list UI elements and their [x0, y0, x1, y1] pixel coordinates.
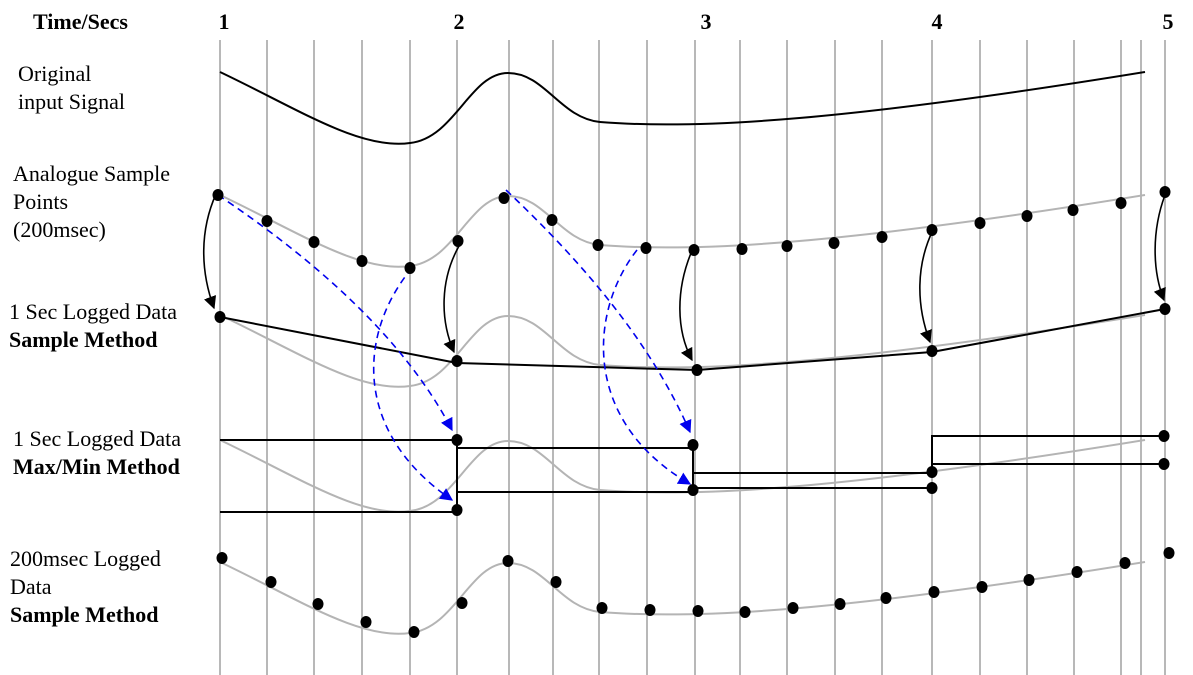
maxmin-mapping-arrow	[505, 189, 692, 434]
row-label-line: Points	[13, 189, 69, 214]
sample-1s-point	[451, 355, 463, 367]
row-label-line: (200msec)	[13, 217, 106, 242]
sample-200ms-point	[596, 602, 608, 614]
analogue-sample-point	[781, 240, 793, 252]
maxmin-point	[451, 434, 463, 446]
sample-200ms-point	[1071, 566, 1083, 578]
row-label-sample-200ms: 200msec Logged Data Sample Method	[10, 545, 161, 629]
analogue-sample-point	[546, 214, 558, 226]
analogue-sample-point	[828, 237, 840, 249]
analogue-sample-point	[404, 262, 416, 274]
analogue-sample-point	[736, 243, 748, 255]
maxmin-point	[687, 439, 699, 451]
analogue-sample-point	[640, 242, 652, 254]
tick-label-3: 3	[700, 9, 712, 34]
analogue-sample-point	[212, 189, 224, 201]
tick-label-4: 4	[931, 9, 943, 34]
analogue-sample-point	[1067, 204, 1079, 216]
original-input-signal	[219, 71, 1146, 145]
row-label-sample-1s: 1 Sec Logged Data Sample Method	[9, 298, 177, 354]
sample-1s-point	[1159, 303, 1171, 315]
analogue-sample-point	[592, 239, 604, 251]
tick-label-5: 5	[1162, 9, 1174, 34]
maxmin-mapping-arrow	[602, 249, 692, 485]
analogue-sample-point	[1115, 197, 1127, 209]
sample-200ms-point	[502, 555, 514, 567]
sample-200ms-point	[456, 597, 468, 609]
maxmin-mapping-arrow	[372, 267, 454, 501]
maxmin-point	[926, 482, 938, 494]
maxmin-point	[451, 504, 463, 516]
row-label-line: Data	[10, 574, 52, 599]
sample-200ms-point	[1163, 547, 1175, 559]
row-label-original: Original input Signal	[18, 60, 125, 116]
row-label-line: 1 Sec Logged Data	[13, 426, 181, 451]
maxmin-point	[1158, 458, 1170, 470]
analogue-sample-point	[452, 235, 464, 247]
analogue-sample-point	[1021, 210, 1033, 222]
analogue-sample-point	[1159, 186, 1171, 198]
analogue-sample-point	[926, 224, 938, 236]
sample-200ms-point	[265, 576, 277, 588]
analogue-sample-point	[498, 192, 510, 204]
row-label-maxmin-1s: 1 Sec Logged Data Max/Min Method	[13, 425, 181, 481]
tick-label-2: 2	[453, 9, 465, 34]
sample-1s-ghost-signal	[219, 314, 1146, 388]
analogue-sample-point	[261, 215, 273, 227]
maxmin-mapping-arrow	[217, 194, 453, 432]
sample-200ms-point	[360, 616, 372, 628]
mapping-arrows	[202, 189, 1166, 501]
row-label-analogue: Analogue Sample Points (200msec)	[13, 160, 170, 244]
sample-200ms-point	[976, 581, 988, 593]
sample-1s-point	[926, 345, 938, 357]
sample-points	[212, 186, 1175, 638]
row-label-method: Max/Min Method	[13, 454, 180, 479]
row-label-line: input Signal	[18, 89, 125, 114]
sample-1s-point	[691, 364, 703, 376]
sample-200ms-point	[1023, 574, 1035, 586]
maxmin-1s-ghost-signal	[219, 439, 1146, 513]
analogue-sample-point	[308, 236, 320, 248]
sample-200ms-point	[550, 576, 562, 588]
sample-200ms-point	[408, 626, 420, 638]
sample-200ms-point	[928, 586, 940, 598]
analogue-sample-point	[356, 255, 368, 267]
time-gridlines	[219, 40, 1166, 675]
sample-mapping-arrow	[443, 245, 460, 354]
row-label-method: Sample Method	[9, 327, 158, 352]
maxmin-point	[926, 466, 938, 478]
sample-200ms-point	[312, 598, 324, 610]
sample-1s-point	[214, 311, 226, 323]
tick-label-1: 1	[218, 9, 230, 34]
row-label-method: Sample Method	[10, 602, 159, 627]
sample-200ms-signal-trace	[219, 561, 1146, 635]
sample-mapping-arrow	[679, 252, 693, 362]
maxmin-point	[687, 484, 699, 496]
sample-mapping-arrow	[202, 193, 217, 310]
analogue-sample-point	[876, 231, 888, 243]
sample-200ms-point	[644, 604, 656, 616]
maxmin-box-top	[931, 435, 1162, 472]
signal-curves	[219, 71, 1146, 635]
analogue-signal-trace	[219, 194, 1146, 268]
row-label-line: Analogue Sample	[13, 161, 171, 186]
time-axis-title: Time/Secs	[33, 9, 128, 34]
analogue-sample-point	[688, 244, 700, 256]
maxmin-point	[1158, 430, 1170, 442]
maxmin-lower-trace	[220, 487, 932, 513]
sample-200ms-point	[739, 606, 751, 618]
sample-mapping-arrow	[919, 229, 934, 344]
sample-200ms-point	[216, 552, 228, 564]
sample-200ms-point	[692, 605, 704, 617]
sample-200ms-point	[787, 602, 799, 614]
sample-200ms-point	[1119, 557, 1131, 569]
row-label-line: 200msec Logged	[10, 546, 161, 571]
row-label-line: 1 Sec Logged Data	[9, 299, 177, 324]
analogue-sample-point	[974, 217, 986, 229]
sample-200ms-point	[834, 598, 846, 610]
sample-mapping-arrow	[1153, 194, 1166, 302]
row-label-line: Original	[18, 61, 92, 86]
sample-200ms-point	[880, 592, 892, 604]
